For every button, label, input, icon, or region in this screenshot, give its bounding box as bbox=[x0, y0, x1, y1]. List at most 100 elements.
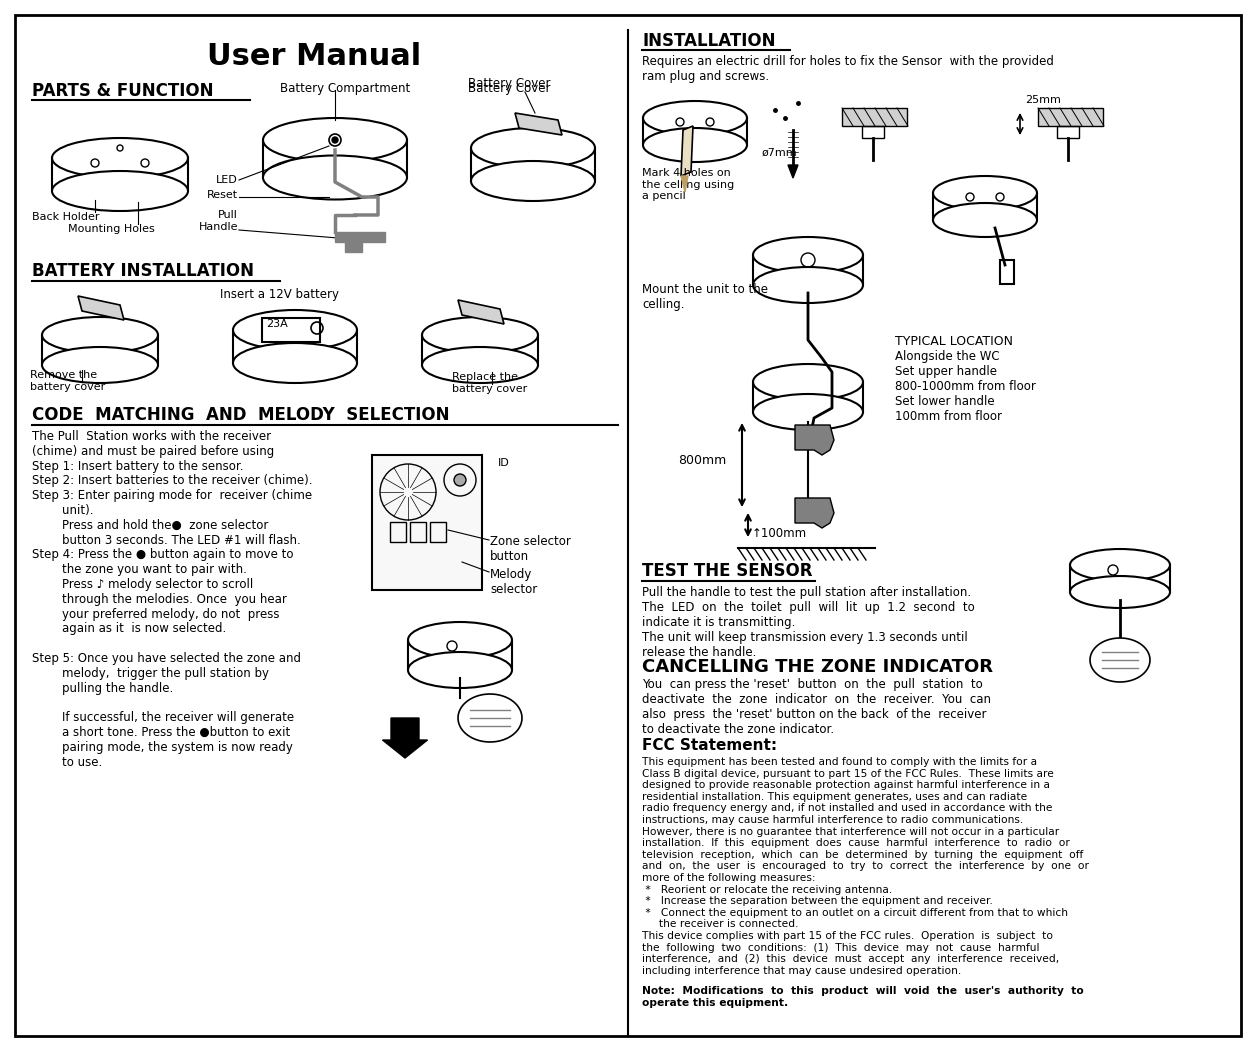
Ellipse shape bbox=[422, 317, 538, 353]
Polygon shape bbox=[681, 126, 693, 176]
Polygon shape bbox=[795, 498, 834, 528]
Text: Battery Compartment: Battery Compartment bbox=[280, 82, 411, 95]
Text: 23A: 23A bbox=[266, 320, 288, 329]
Text: Battery Cover: Battery Cover bbox=[468, 82, 550, 95]
Polygon shape bbox=[795, 425, 834, 455]
Ellipse shape bbox=[234, 343, 357, 383]
Text: LED: LED bbox=[216, 176, 237, 185]
Bar bbox=[391, 522, 406, 542]
Text: Remove the
battery cover: Remove the battery cover bbox=[30, 370, 106, 392]
Polygon shape bbox=[458, 694, 522, 742]
Text: melody,  trigger the pull station by: melody, trigger the pull station by bbox=[31, 666, 269, 680]
Text: Insert a 12V battery: Insert a 12V battery bbox=[220, 288, 339, 301]
Text: again as it  is now selected.: again as it is now selected. bbox=[31, 622, 226, 636]
Text: Pull: Pull bbox=[219, 210, 237, 220]
Text: PARTS & FUNCTION: PARTS & FUNCTION bbox=[31, 82, 214, 100]
Text: This equipment has been tested and found to comply with the limits for a
Class B: This equipment has been tested and found… bbox=[642, 757, 1089, 975]
Text: 800mm: 800mm bbox=[678, 453, 726, 467]
Text: Handle: Handle bbox=[198, 222, 237, 232]
Text: (chime) and must be paired before using: (chime) and must be paired before using bbox=[31, 445, 274, 458]
Text: If successful, the receiver will generate: If successful, the receiver will generat… bbox=[31, 712, 294, 724]
Text: Mounting Holes: Mounting Holes bbox=[68, 224, 154, 234]
Text: Melody
selector: Melody selector bbox=[490, 568, 538, 596]
Ellipse shape bbox=[41, 317, 158, 353]
Ellipse shape bbox=[754, 394, 863, 430]
Text: Step 1: Insert battery to the sensor.: Step 1: Insert battery to the sensor. bbox=[31, 459, 244, 473]
Text: through the melodies. Once  you hear: through the melodies. Once you hear bbox=[31, 593, 286, 605]
Text: pairing mode, the system is now ready: pairing mode, the system is now ready bbox=[31, 741, 293, 754]
Text: Mark 4 holes on
the celling using
a pencil: Mark 4 holes on the celling using a penc… bbox=[642, 168, 735, 201]
Text: button 3 seconds. The LED #1 will flash.: button 3 seconds. The LED #1 will flash. bbox=[31, 534, 300, 547]
Circle shape bbox=[332, 137, 338, 143]
Text: You  can press the 'reset'  button  on  the  pull  station  to
deactivate  the  : You can press the 'reset' button on the … bbox=[642, 678, 991, 736]
Ellipse shape bbox=[471, 161, 595, 201]
Circle shape bbox=[329, 133, 340, 146]
Ellipse shape bbox=[754, 236, 863, 273]
Text: The Pull  Station works with the receiver: The Pull Station works with the receiver bbox=[31, 430, 271, 444]
Text: your preferred melody, do not  press: your preferred melody, do not press bbox=[31, 607, 280, 620]
Ellipse shape bbox=[263, 156, 407, 200]
Text: Back Holder: Back Holder bbox=[31, 212, 99, 222]
Bar bbox=[263, 318, 320, 342]
Text: Reset: Reset bbox=[207, 190, 237, 200]
Ellipse shape bbox=[234, 310, 357, 350]
Bar bbox=[862, 126, 884, 138]
Text: Step 3: Enter pairing mode for  receiver (chime: Step 3: Enter pairing mode for receiver … bbox=[31, 489, 313, 502]
Circle shape bbox=[453, 474, 466, 486]
Text: INSTALLATION: INSTALLATION bbox=[642, 32, 775, 50]
Text: Step 2: Insert batteries to the receiver (chime).: Step 2: Insert batteries to the receiver… bbox=[31, 474, 313, 488]
Polygon shape bbox=[515, 114, 561, 135]
Text: the zone you want to pair with.: the zone you want to pair with. bbox=[31, 563, 247, 576]
Text: ø7mm: ø7mm bbox=[762, 148, 798, 158]
Text: Zone selector
button: Zone selector button bbox=[490, 535, 571, 563]
Ellipse shape bbox=[933, 203, 1037, 236]
Ellipse shape bbox=[408, 622, 512, 658]
Polygon shape bbox=[681, 176, 688, 192]
Polygon shape bbox=[458, 300, 504, 324]
Bar bbox=[372, 455, 482, 590]
FancyArrow shape bbox=[383, 718, 427, 758]
Polygon shape bbox=[335, 232, 386, 252]
Ellipse shape bbox=[471, 128, 595, 168]
Text: User Manual: User Manual bbox=[207, 42, 421, 71]
Ellipse shape bbox=[1070, 549, 1171, 581]
Text: unit).: unit). bbox=[31, 504, 93, 517]
Text: Pull the handle to test the pull station after installation.
The  LED  on  the  : Pull the handle to test the pull station… bbox=[642, 586, 975, 659]
Text: Note:  Modifications  to  this  product  will  void  the  user's  authority  to
: Note: Modifications to this product will… bbox=[642, 986, 1084, 1008]
Ellipse shape bbox=[643, 128, 747, 162]
Text: FCC Statement:: FCC Statement: bbox=[642, 738, 777, 753]
Text: Press ♪ melody selector to scroll: Press ♪ melody selector to scroll bbox=[31, 578, 254, 591]
Text: Step 4: Press the ● button again to move to: Step 4: Press the ● button again to move… bbox=[31, 549, 294, 561]
Text: Requires an electric drill for holes to fix the Sensor  with the provided
ram pl: Requires an electric drill for holes to … bbox=[642, 55, 1054, 83]
Bar bbox=[1058, 126, 1079, 138]
Text: Press and hold the●  zone selector: Press and hold the● zone selector bbox=[31, 519, 269, 532]
Text: to use.: to use. bbox=[31, 756, 102, 768]
Bar bbox=[430, 522, 446, 542]
Text: pulling the handle.: pulling the handle. bbox=[31, 682, 173, 695]
Text: Replace the
battery cover: Replace the battery cover bbox=[452, 372, 528, 394]
Text: ID: ID bbox=[497, 458, 510, 468]
Polygon shape bbox=[1090, 638, 1150, 682]
Ellipse shape bbox=[643, 101, 747, 135]
Ellipse shape bbox=[754, 267, 863, 303]
Text: TEST THE SENSOR: TEST THE SENSOR bbox=[642, 562, 813, 580]
Text: 25mm: 25mm bbox=[1025, 95, 1061, 105]
Bar bbox=[842, 108, 907, 126]
Ellipse shape bbox=[51, 138, 188, 178]
Ellipse shape bbox=[422, 347, 538, 383]
Ellipse shape bbox=[1070, 576, 1171, 607]
Polygon shape bbox=[78, 296, 124, 320]
Ellipse shape bbox=[754, 364, 863, 400]
Polygon shape bbox=[788, 165, 798, 178]
Ellipse shape bbox=[41, 347, 158, 383]
Text: Mount the unit to the
celling.: Mount the unit to the celling. bbox=[642, 283, 767, 311]
Bar bbox=[409, 522, 426, 542]
Ellipse shape bbox=[51, 171, 188, 211]
Text: TYPICAL LOCATION: TYPICAL LOCATION bbox=[896, 335, 1014, 348]
Text: CANCELLING THE ZONE INDICATOR: CANCELLING THE ZONE INDICATOR bbox=[642, 658, 993, 676]
Ellipse shape bbox=[933, 176, 1037, 210]
Text: ↑100mm: ↑100mm bbox=[752, 527, 808, 540]
Ellipse shape bbox=[263, 118, 407, 162]
Bar bbox=[1000, 260, 1014, 284]
Text: a short tone. Press the ●button to exit: a short tone. Press the ●button to exit bbox=[31, 726, 290, 739]
